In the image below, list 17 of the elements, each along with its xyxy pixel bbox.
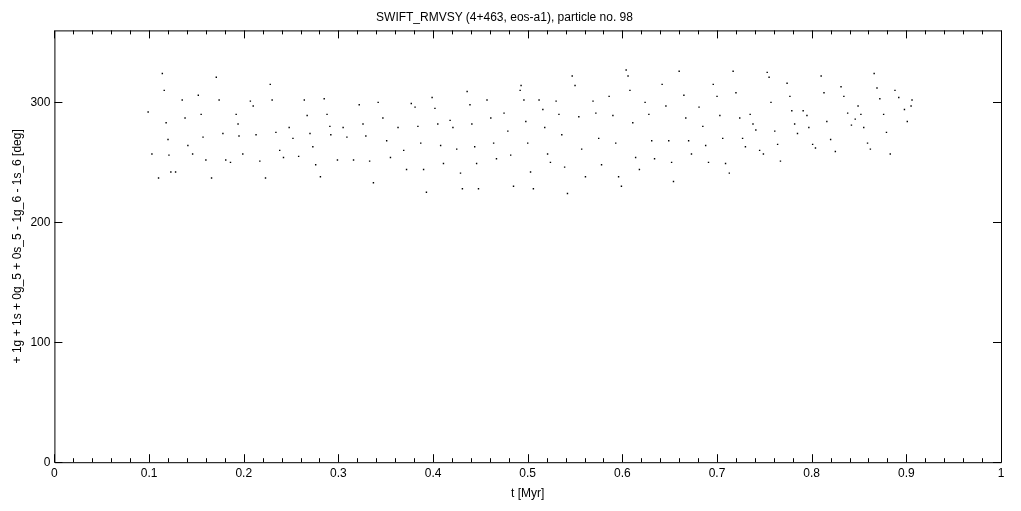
y-tick-label: 300 (30, 94, 51, 109)
x-tick-label: 1 (997, 465, 1005, 480)
chart-title: SWIFT_RMVSY (4+463, eos-a1), particle no. 98 (376, 9, 634, 24)
x-tick-label: 0.6 (614, 465, 632, 480)
x-axis-title: t [Myr] (511, 486, 545, 501)
y-axis-title: + 1g + 1s + 0g_5 + 0s_5 - 1g_6 - 1s_6 [deg] (9, 129, 24, 364)
x-tick-label: 0.3 (330, 465, 348, 480)
y-tick-label: 200 (30, 214, 51, 229)
x-tick-label: 0.1 (140, 465, 158, 480)
x-tick-label: 0.8 (803, 465, 821, 480)
y-tick-label: 100 (30, 334, 51, 349)
x-tick-label: 0.9 (898, 465, 916, 480)
x-tick-label: 0.4 (424, 465, 442, 480)
x-tick-label: 0.7 (708, 465, 726, 480)
y-tick-label: 0 (43, 454, 51, 469)
x-tick-label: 0.5 (519, 465, 537, 480)
x-tick-label: 0.2 (235, 465, 253, 480)
